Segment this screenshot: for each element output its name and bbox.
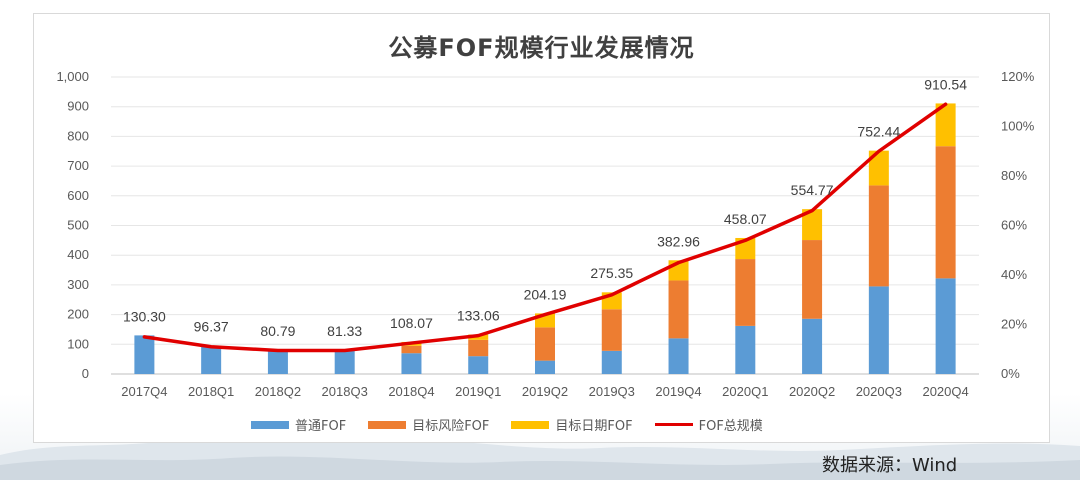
data-label: 458.07 [724,211,767,227]
legend-swatch-normal [251,420,289,429]
legend-label: FOF总规模 [698,419,763,434]
y-left-tick-label: 500 [67,218,89,233]
bar-segment [735,259,756,326]
y-left-tick-label: 300 [67,277,89,292]
legend-label: 普通FOF [295,419,347,434]
source-note: 数据来源：Wind [822,455,958,476]
y-right-tick-label: 40% [1001,267,1027,282]
x-tick-label: 2019Q2 [522,384,568,399]
data-label: 275.35 [590,265,633,281]
x-tick-label: 2019Q4 [655,384,701,399]
legend-label: 目标风险FOF [412,419,490,434]
x-tick-label: 2017Q4 [121,384,167,399]
bar-segment [802,240,823,319]
bar-segment [802,209,823,241]
data-label: 80.79 [260,323,295,339]
legend-item: 目标日期FOF [511,415,633,434]
x-tick-label: 2020Q3 [856,384,902,399]
bar-segment [935,103,956,147]
bar-segment [201,345,222,374]
bar-segment [601,350,622,374]
x-tick-label: 2018Q2 [255,384,301,399]
x-tick-label: 2019Q1 [455,384,501,399]
legend-swatch-date [511,420,550,429]
y-left-tick-label: 100 [67,336,89,351]
data-label: 133.06 [457,307,500,323]
bar-segment [601,309,622,351]
data-label: 130.30 [123,308,166,324]
legend-label: 目标日期FOF [555,419,633,434]
data-label: 382.96 [657,233,700,249]
bar-segment [401,353,422,374]
y-left-tick-label: 400 [67,247,89,262]
x-tick-label: 2020Q4 [922,384,968,399]
bar-segment [468,339,489,357]
mountain-backdrop [0,434,1080,480]
y-left-tick-label: 0 [82,366,89,381]
bar-segment [535,360,555,374]
bar-segment [935,278,956,374]
data-label: 554.77 [791,182,834,198]
data-label: 96.37 [194,318,229,334]
y-right-tick-label: 100% [1001,119,1035,134]
y-right-tick-label: 20% [1001,317,1027,332]
y-left-tick-label: 900 [67,99,89,114]
bar-segment [868,286,889,374]
bar-segment [868,185,889,287]
data-label: 108.07 [390,315,433,331]
x-tick-label: 2018Q1 [188,384,234,399]
data-label: 910.54 [924,77,967,93]
y-right-tick-label: 60% [1001,218,1027,233]
data-label: 204.19 [524,286,567,302]
bar-segment [401,345,422,354]
y-left-tick-label: 200 [67,307,89,322]
x-tick-label: 2019Q3 [589,384,635,399]
bar-segment [267,350,288,374]
y-left-tick-label: 600 [67,188,89,203]
legend-item: FOF总规模 [654,415,763,434]
x-tick-label: 2018Q3 [322,384,368,399]
y-right-tick-label: 0% [1001,366,1020,381]
x-tick-label: 2020Q2 [789,384,835,399]
data-label: 81.33 [327,323,362,339]
bar-segment [134,335,155,374]
y-right-tick-label: 120% [1001,69,1035,84]
chart-title: 公募FOF规模行业发展情况 [388,34,695,62]
data-label: 752.44 [857,124,900,140]
y-left-tick-label: 800 [67,128,89,143]
bar-segment [868,150,889,186]
chart-plot: 0 100 200 300 400 500 600 700 800 900 1,000 0% 20% 40… [56,69,1035,399]
chart-legend: 普通FOF 目标风险FOF 目标日期FOF FOF总规模 [251,415,763,434]
bar-segment [668,280,689,339]
legend-swatch-risk [368,420,407,429]
legend-swatch-total [654,423,693,426]
y-right-tick-label: 80% [1001,168,1027,183]
bar-segment [668,338,689,374]
bar-segment [802,318,823,374]
bar-segment [735,325,756,374]
bar-segment [468,356,489,374]
bar-segment [334,350,355,374]
bar-segment [535,327,555,361]
legend-item: 普通FOF [251,415,346,434]
x-tick-label: 2020Q1 [722,384,768,399]
bar-segment [935,146,956,279]
chart-card: 公募FOF规模行业发展情况 0 100 200 300 400 500 600 700 800 9… [33,13,1050,443]
x-tick-label: 2018Q4 [388,384,434,399]
y-left-tick-label: 700 [67,158,89,173]
legend-item: 目标风险FOF [368,415,489,434]
total-line [142,102,948,353]
y-left-tick-label: 1,000 [56,69,89,84]
